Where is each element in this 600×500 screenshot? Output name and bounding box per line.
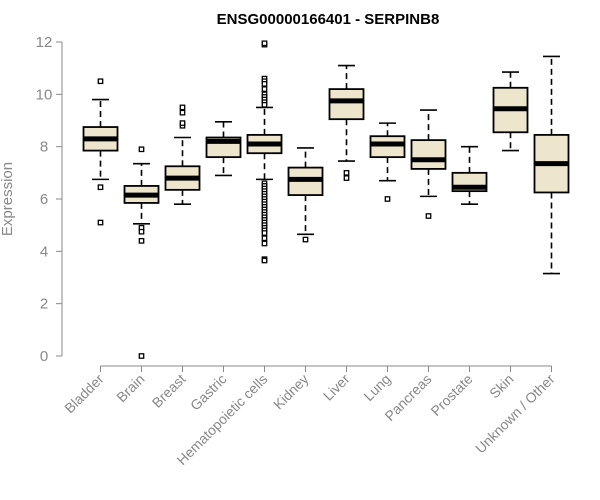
outlier-point (261, 81, 268, 87)
outlier-point (261, 235, 268, 242)
x-tick-label: Breast (149, 371, 189, 411)
outlier-point (138, 353, 145, 359)
y-tick-label: 8 (40, 139, 48, 156)
y-tick-label: 0 (40, 348, 48, 365)
outlier-point (261, 101, 268, 108)
iqr-box (328, 88, 365, 121)
box-lung (369, 122, 406, 202)
box-gastric (205, 121, 242, 177)
box-liver (328, 64, 365, 181)
outlier-point (261, 40, 268, 47)
outlier-point (384, 196, 391, 202)
y-tick-label: 10 (36, 86, 53, 103)
y-axis-label: Expression (0, 162, 16, 236)
box-skin (492, 71, 529, 152)
outlier-point (343, 169, 350, 176)
x-tick-label: Lung (360, 371, 393, 404)
x-tick-label: Bladder (61, 371, 107, 417)
y-tick-label: 2 (40, 296, 48, 313)
outlier-point (97, 219, 104, 226)
chart-title: ENSG00000166401 - SERPINB8 (217, 11, 440, 28)
box-pancreas (410, 109, 447, 219)
box-breast (164, 104, 201, 206)
y-tick-label: 12 (36, 34, 53, 51)
box-hematopoietic-cells (246, 40, 283, 264)
outlier-point (138, 146, 145, 153)
outlier-point (97, 184, 104, 191)
iqr-box (369, 135, 406, 159)
box-brain (123, 146, 160, 359)
x-tick-label: Skin (486, 371, 517, 402)
outlier-point (343, 175, 350, 181)
outlier-point (179, 109, 186, 116)
y-tick-label: 4 (40, 243, 48, 260)
box-unknown-other (533, 55, 570, 275)
box-kidney (287, 147, 324, 243)
y-axis: 0 2 4 6 8 10 12 (36, 34, 63, 365)
outlier-point (261, 86, 268, 92)
y-tick-label: 6 (40, 191, 48, 208)
outlier-point (97, 78, 104, 85)
x-tick-label: Liver (320, 371, 353, 404)
x-tick-label: Brain (113, 371, 147, 405)
iqr-box (410, 139, 447, 170)
outlier-point (302, 236, 309, 243)
outlier-point (138, 238, 145, 244)
box-bladder (82, 78, 119, 226)
outlier-point (261, 230, 268, 236)
outlier-point (179, 104, 186, 111)
x-tick-label: Kidney (270, 371, 312, 413)
outlier-point (138, 228, 145, 235)
outlier-point (261, 240, 268, 247)
outlier-point (261, 257, 268, 264)
box-series (82, 40, 570, 359)
outlier-point (179, 120, 186, 126)
box-prostate (451, 145, 488, 206)
x-tick-label: Prostate (427, 371, 475, 419)
outlier-point (425, 213, 432, 219)
